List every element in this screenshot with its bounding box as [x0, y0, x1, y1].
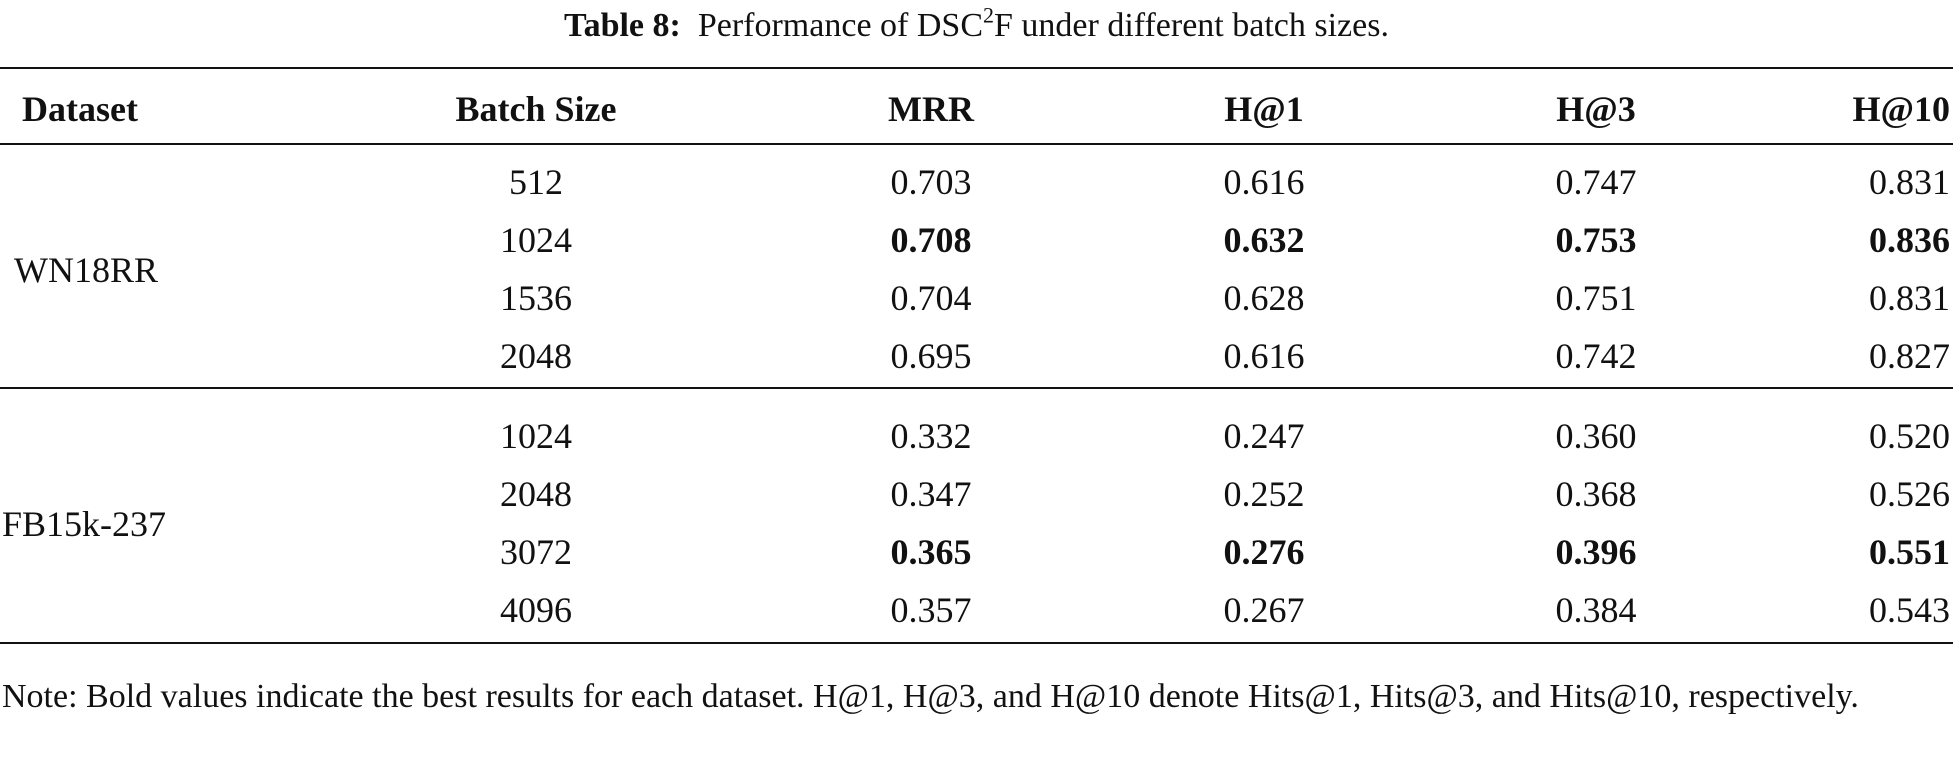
bottom-rule [0, 642, 1953, 644]
fb-row-1-h3: 0.360 [1555, 416, 1637, 456]
fb-row-2-h10: 0.526 [1869, 474, 1950, 514]
fb-row-2-mrr: 0.347 [890, 474, 972, 514]
fb-row-1-batch: 1024 [500, 416, 572, 456]
fb-row-4-h3: 0.384 [1555, 590, 1637, 630]
fb-row-4-h1: 0.267 [1223, 590, 1305, 630]
wn-row-1-h1: 0.616 [1223, 162, 1305, 202]
wn-row-2-mrr: 0.708 [890, 220, 972, 260]
fb-row-2-h3: 0.368 [1555, 474, 1637, 514]
wn-row-1-h10: 0.831 [1869, 162, 1950, 202]
fb-row-4-batch: 4096 [500, 590, 572, 630]
wn-row-2-h1: 0.632 [1223, 220, 1305, 260]
wn-row-3-h3: 0.751 [1555, 278, 1637, 318]
wn-row-4-h1: 0.616 [1223, 336, 1305, 376]
header-rule [0, 143, 1953, 145]
header-h10: H@10 [1852, 89, 1951, 129]
wn-row-3-h1: 0.628 [1223, 278, 1305, 318]
fb-row-1-h10: 0.520 [1869, 416, 1950, 456]
wn-row-4-batch: 2048 [500, 336, 572, 376]
fb-row-4-mrr: 0.357 [890, 590, 972, 630]
caption-text-start: Performance of DSC [697, 7, 983, 44]
caption-label: Table 8: [564, 7, 681, 44]
header-mrr: MRR [888, 89, 974, 129]
fb-row-2-h1: 0.252 [1223, 474, 1305, 514]
group-divider-rule [0, 387, 1953, 389]
dataset-label-fb15k-237: FB15k-237 [2, 504, 167, 544]
wn-row-4-mrr: 0.695 [890, 336, 972, 376]
wn-row-3-h10: 0.831 [1869, 278, 1950, 318]
header-batch-size: Batch Size [455, 89, 617, 129]
fb-row-3-h3: 0.396 [1555, 532, 1637, 572]
wn-row-2-h3: 0.753 [1555, 220, 1637, 260]
fb-row-3-mrr: 0.365 [890, 532, 972, 572]
wn-row-1-h3: 0.747 [1555, 162, 1637, 202]
header-h1: H@1 [1224, 89, 1304, 129]
fb-row-3-batch: 3072 [500, 532, 572, 572]
fb-row-2-batch: 2048 [500, 474, 572, 514]
wn-row-3-mrr: 0.704 [890, 278, 972, 318]
wn-row-4-h10: 0.827 [1869, 336, 1950, 376]
wn-row-1-mrr: 0.703 [890, 162, 972, 202]
wn-row-3-batch: 1536 [500, 278, 572, 318]
fb-row-1-mrr: 0.332 [890, 416, 972, 456]
table-caption: Table 8: Performance of DSC2F under diff… [0, 2, 1953, 50]
header-dataset: Dataset [22, 89, 138, 129]
dataset-label-wn18rr: WN18RR [14, 250, 158, 290]
fb-row-3-h10: 0.551 [1869, 532, 1950, 572]
wn-row-2-h10: 0.836 [1869, 220, 1950, 260]
wn-row-2-batch: 1024 [500, 220, 572, 260]
fb-row-3-h1: 0.276 [1223, 532, 1305, 572]
caption-text-end: F under different batch sizes. [994, 7, 1389, 44]
caption-superscript: 2 [983, 2, 994, 28]
header-h3: H@3 [1556, 89, 1636, 129]
top-rule [0, 67, 1953, 69]
fb-row-1-h1: 0.247 [1223, 416, 1305, 456]
fb-row-4-h10: 0.543 [1869, 590, 1950, 630]
table-note: Note: Bold values indicate the best resu… [2, 678, 1859, 715]
wn-row-1-batch: 512 [509, 162, 563, 202]
wn-row-4-h3: 0.742 [1555, 336, 1637, 376]
